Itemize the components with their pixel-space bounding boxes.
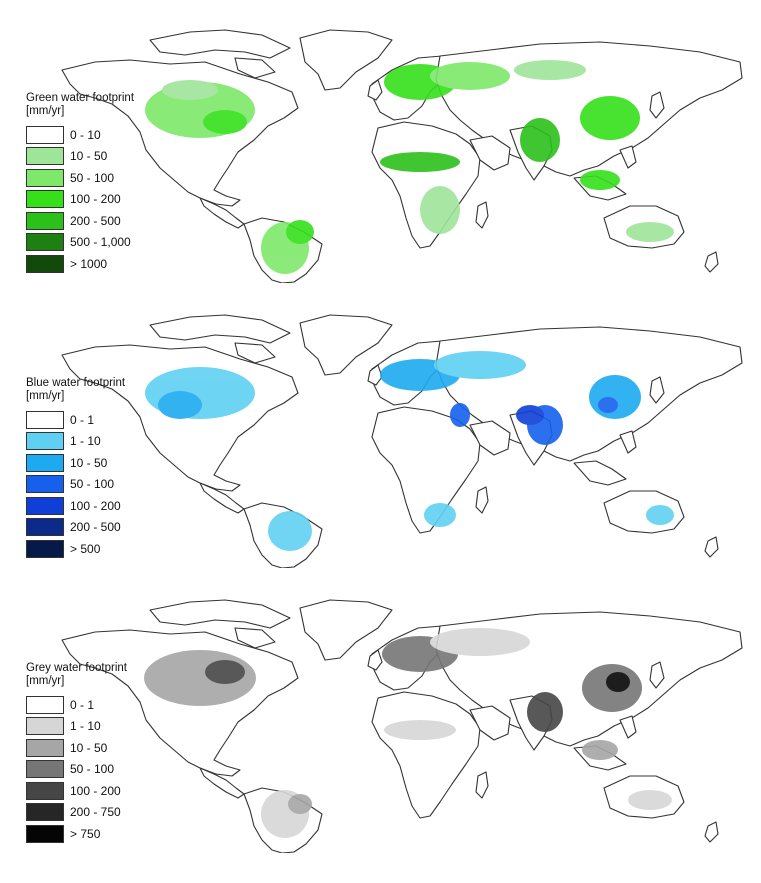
legend-class: 1 - 10 [26,716,127,738]
legend-swatch [26,254,64,273]
cropland-shading [145,351,674,551]
legend-class: 100 - 200 [26,495,125,517]
legend-label: 0 - 1 [70,697,95,712]
cropland-shading [144,628,672,838]
legend-title: Blue water footprint [26,377,126,389]
legend-label: 100 - 200 [70,783,121,798]
legend-class: 500 - 1,000 [26,232,134,254]
legend-swatch [26,803,64,822]
legend-label: 50 - 100 [70,170,115,185]
legend-label: > 500 [70,541,101,556]
legend-class: 200 - 500 [26,517,125,539]
grey-water-footprint-map-panel: Grey water footprint [mm/yr] 0 - 1 1 - 1… [0,570,761,853]
legend-label: 200 - 750 [70,805,121,820]
legend-label: 10 - 50 [70,740,108,755]
land-outline [61,314,743,568]
legend-swatch [26,432,64,451]
blue-legend: Blue water footprint [mm/yr] 0 - 1 1 - 1… [26,377,125,560]
legend-label: 0 - 10 [70,127,101,142]
legend-label: 10 - 50 [70,149,108,164]
legend-swatch [26,781,64,800]
legend-class: > 750 [26,823,127,845]
legend-swatch [26,147,64,166]
legend-class: 100 - 200 [26,780,127,802]
legend-label: > 750 [70,826,101,841]
legend-swatch [26,717,64,736]
legend-class: 50 - 100 [26,759,127,781]
legend-class: 0 - 10 [26,124,134,146]
legend-unit: [mm/yr] [26,105,65,117]
legend-class: 0 - 1 [26,694,127,716]
legend-label: 200 - 500 [70,213,121,228]
legend-class: > 1000 [26,253,134,275]
legend-label: 100 - 200 [70,498,121,513]
legend-class: 10 - 50 [26,452,125,474]
legend-swatch [26,695,64,714]
blue-world-map [61,314,743,568]
legend-unit: [mm/yr] [26,675,65,687]
legend-label: 50 - 100 [70,762,115,777]
legend-swatch [26,496,64,515]
legend-swatch [26,190,64,209]
legend-class: 10 - 50 [26,146,134,168]
grey-legend: Grey water footprint [mm/yr] 0 - 1 1 - 1… [26,662,127,845]
cropland-shading [145,60,674,274]
green-water-footprint-map-panel: Green water footprint [mm/yr] 0 - 10 10 … [0,0,761,283]
legend-label: > 1000 [70,256,108,271]
legend-swatch [26,453,64,472]
legend-class: 0 - 1 [26,409,125,431]
legend-title: Grey water footprint [26,662,127,674]
legend-swatch [26,475,64,494]
legend-swatch [26,824,64,843]
legend-unit: [mm/yr] [26,390,65,402]
legend-swatch [26,518,64,537]
legend-swatch [26,539,64,558]
legend-label: 0 - 1 [70,412,95,427]
legend-swatch [26,738,64,757]
legend-class: 1 - 10 [26,431,125,453]
green-legend: Green water footprint [mm/yr] 0 - 10 10 … [26,92,134,275]
legend-class: 50 - 100 [26,474,125,496]
legend-label: 50 - 100 [70,477,115,492]
legend-class: 200 - 750 [26,802,127,824]
legend-class: > 500 [26,538,125,560]
legend-class: 50 - 100 [26,167,134,189]
legend-swatch [26,760,64,779]
legend-class: 200 - 500 [26,210,134,232]
grey-world-map [61,599,743,853]
legend-label: 500 - 1,000 [70,235,131,250]
legend-label: 10 - 50 [70,455,108,470]
legend-label: 200 - 500 [70,520,121,535]
legend-label: 1 - 10 [70,719,101,734]
legend-title: Green water footprint [26,92,135,104]
legend-swatch [26,410,64,429]
legend-class: 10 - 50 [26,737,127,759]
legend-label: 1 - 10 [70,434,101,449]
green-world-map [61,29,743,283]
legend-swatch [26,168,64,187]
blue-water-footprint-map-panel: Blue water footprint [mm/yr] 0 - 1 1 - 1… [0,285,761,568]
legend-swatch [26,211,64,230]
legend-class: 100 - 200 [26,189,134,211]
legend-label: 100 - 200 [70,192,121,207]
legend-swatch [26,125,64,144]
legend-swatch [26,233,64,252]
